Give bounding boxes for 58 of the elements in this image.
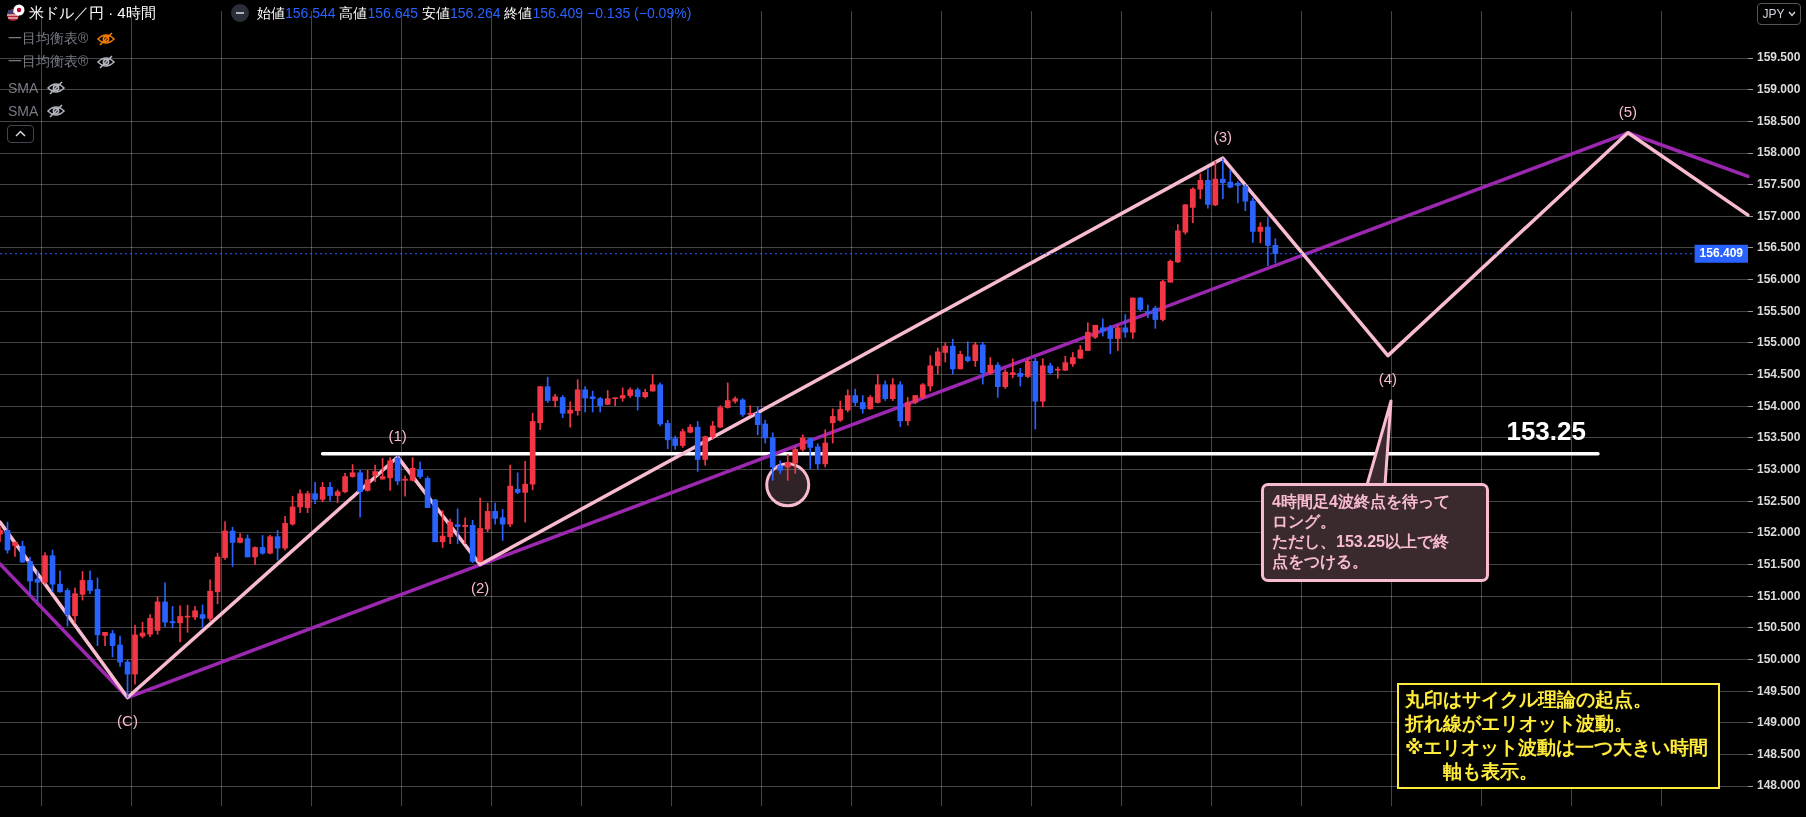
y-tick-label: 154.500 <box>1757 366 1801 381</box>
annotation: 丸印はサイクル理論の起点。 <box>1405 688 1653 712</box>
candlestick <box>567 401 573 428</box>
candlestick <box>462 517 468 545</box>
y-tick-label: 159.000 <box>1757 82 1801 97</box>
y-tick-label: 151.500 <box>1757 556 1801 571</box>
annotation: (2) <box>470 578 490 596</box>
candlestick <box>522 461 528 523</box>
text: 始値156.544 高値156.645 安値156.264 終値156.409 −0.135 (−0.09%) <box>257 5 692 21</box>
y-tick-label: 157.000 <box>1757 208 1801 223</box>
annotation: 一目均衡表® <box>8 53 89 71</box>
y-tick-label: 156.000 <box>1757 271 1801 286</box>
y-tick-label: 150.000 <box>1757 651 1801 666</box>
y-tick-label: 153.500 <box>1757 430 1801 445</box>
annotation: ただし、153.25以上で終点をつける。 <box>1272 532 1450 572</box>
y-tick-label: 154.000 <box>1757 398 1801 413</box>
chart-title: 米ドル／円 · 4時間 <box>29 4 156 23</box>
candlestick <box>402 475 408 497</box>
annotation: 一目均衡表® <box>8 30 89 48</box>
ref-line-label: 156.409 <box>1699 246 1744 261</box>
candlestick <box>1220 158 1226 199</box>
y-tick-label: 149.000 <box>1757 715 1801 730</box>
annotation: (1) <box>388 426 407 444</box>
annotation: SMA <box>8 103 39 119</box>
y-tick-label: 159.500 <box>1757 50 1801 65</box>
series-label: 153.25 <box>1506 415 1586 446</box>
y-tick-label: 153.000 <box>1757 461 1801 476</box>
annotation: 4時間足4波終点を待ってロング。 <box>1272 492 1451 532</box>
y-tick-label: 158.500 <box>1757 113 1801 128</box>
text: JPY <box>1762 7 1785 21</box>
y-tick-label: 155.500 <box>1757 303 1801 318</box>
annotation: (4) <box>1378 369 1398 387</box>
y-tick-label: 148.000 <box>1757 778 1801 793</box>
annotation: (3) <box>1213 127 1233 145</box>
y-tick-label: 151.000 <box>1757 588 1801 603</box>
y-tick-label: 150.500 <box>1757 620 1801 635</box>
candlestick <box>177 605 183 643</box>
y-tick-label: 149.500 <box>1757 683 1801 698</box>
y-tick-label: 157.500 <box>1757 176 1801 191</box>
annotation: 折れ線がエリオット波動。 <box>1405 712 1634 736</box>
y-tick-label: 152.500 <box>1757 493 1801 508</box>
annotation: ※エリオット波動は一つ大きい時間軸も表示。 <box>1405 736 1710 784</box>
annotation: SMA <box>8 80 39 96</box>
candlestick <box>12 541 18 557</box>
y-tick-label: 158.000 <box>1757 145 1801 160</box>
candlestick <box>1009 358 1016 379</box>
candlestick <box>1235 181 1241 204</box>
y-tick-label: 152.000 <box>1757 525 1801 540</box>
candlestick <box>1145 304 1151 318</box>
candlestick <box>747 405 754 416</box>
annotation: (5) <box>1618 102 1638 120</box>
y-tick-label: 156.500 <box>1757 240 1801 255</box>
candlestick <box>1122 314 1129 338</box>
y-tick-label: 148.500 <box>1757 746 1801 761</box>
candlestick <box>1017 367 1024 387</box>
annotation: (C) <box>117 711 138 729</box>
candlestick <box>964 341 971 363</box>
y-tick-label: 155.000 <box>1757 335 1801 350</box>
